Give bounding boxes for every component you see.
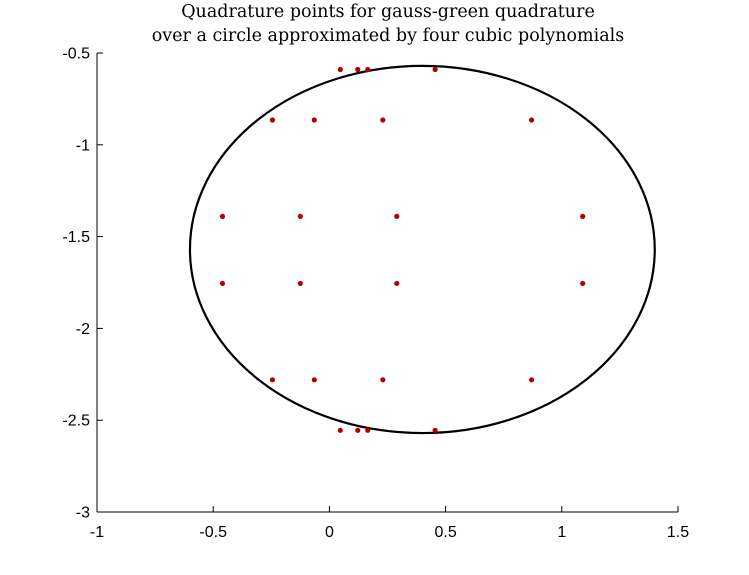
quadrature-point <box>432 66 438 73</box>
quadrature-point <box>528 377 535 383</box>
x-tick-label: 1 <box>557 524 566 541</box>
quadrature-point <box>311 117 317 123</box>
quadrature-point <box>580 213 586 220</box>
x-tick-label: 0.5 <box>434 524 456 541</box>
x-tick-label: 0 <box>325 524 334 541</box>
x-tick-label: 1.5 <box>667 524 689 541</box>
quadrature-point <box>337 66 343 73</box>
y-tick-label: -3 <box>76 505 90 522</box>
curve-layer <box>188 64 656 435</box>
x-tick-label: -0.5 <box>199 524 227 541</box>
quadrature-point <box>297 213 303 220</box>
quadrature-point <box>365 427 371 433</box>
quadrature-point <box>528 117 535 123</box>
points-layer <box>219 66 586 433</box>
boundary-curve <box>188 64 656 435</box>
axes: -1 -0.5 0 0.5 1 1.5 -0.5 -1 -1.5 -2 -2.5 -3 <box>62 46 689 542</box>
y-tick-label: -1 <box>76 137 90 154</box>
quadrature-point <box>219 280 226 287</box>
x-tick-label: -1 <box>90 524 104 541</box>
chart-subtitle: over a circle approximated by four cubic… <box>152 26 625 46</box>
quadrature-point <box>394 213 400 220</box>
y-tick-label: -0.5 <box>62 46 90 63</box>
y-tick-label: -2 <box>76 321 90 338</box>
quadrature-point <box>365 66 371 73</box>
quadrature-point <box>355 427 361 433</box>
quadrature-point <box>432 427 438 433</box>
quadrature-point <box>269 117 276 123</box>
chart-title: Quadrature points for gauss-green quadra… <box>181 2 595 22</box>
quadrature-point <box>380 377 386 383</box>
quadrature-point <box>355 66 361 73</box>
quadrature-point <box>337 427 343 433</box>
y-tick-label: -2.5 <box>62 413 90 430</box>
quadrature-point <box>269 377 276 383</box>
quadrature-point <box>580 280 586 287</box>
quadrature-point <box>394 280 400 287</box>
quadrature-point <box>380 117 386 123</box>
quadrature-point <box>297 280 303 287</box>
y-tick-label: -1.5 <box>62 229 90 246</box>
quadrature-point <box>219 213 226 220</box>
quadrature-point <box>311 377 317 383</box>
